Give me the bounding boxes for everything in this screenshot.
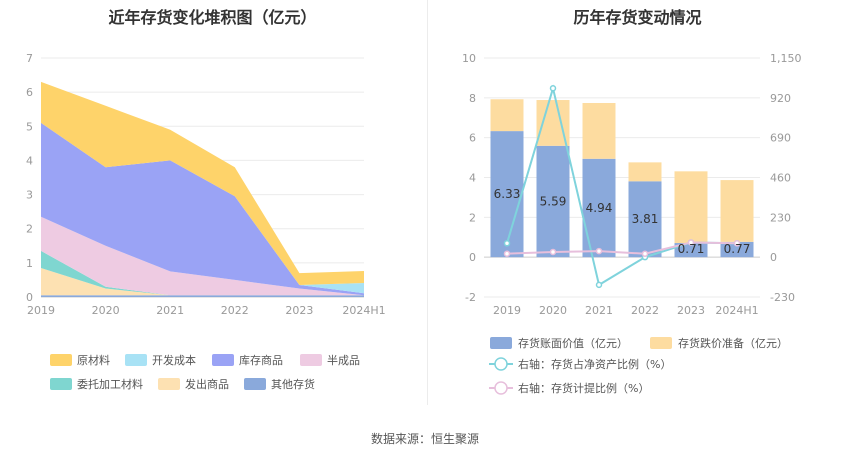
x-tick-label: 2021 bbox=[156, 304, 184, 317]
y2-tick-label: 690 bbox=[770, 132, 791, 145]
line-右轴：存货计提比例（%） bbox=[506, 241, 738, 255]
legend-swatch bbox=[650, 337, 672, 349]
y2-tick-label: 460 bbox=[770, 172, 791, 185]
bar-value-label: 5.59 bbox=[540, 194, 567, 208]
legend-swatch bbox=[244, 378, 266, 390]
legend-swatch bbox=[212, 354, 234, 366]
line-point bbox=[687, 239, 695, 246]
bar-book-value bbox=[720, 241, 754, 258]
bar-value-label: 3.81 bbox=[632, 212, 659, 226]
legend-swatch bbox=[50, 378, 72, 390]
line-point bbox=[733, 240, 741, 247]
y2-tick-label: 920 bbox=[770, 92, 791, 105]
y-tick-label: 5 bbox=[26, 120, 33, 133]
legend-label: 半成品 bbox=[327, 353, 360, 367]
y-tick-label: 4 bbox=[469, 172, 476, 185]
legend-label: 存货跌价准备（亿元） bbox=[678, 336, 788, 350]
legend-marker bbox=[494, 381, 508, 395]
area-半成品 bbox=[41, 216, 364, 296]
legend-label: 右轴：存货计提比例（%） bbox=[518, 381, 649, 395]
y2-tick-label: 230 bbox=[770, 211, 791, 224]
line-point bbox=[549, 248, 557, 256]
x-tick-label: 2019 bbox=[27, 304, 55, 317]
bar-provision bbox=[490, 99, 524, 132]
legend-swatch bbox=[158, 378, 180, 390]
legend-label: 原材料 bbox=[77, 353, 110, 367]
legend-label: 存货账面价值（亿元） bbox=[518, 336, 628, 350]
x-tick-label: 2022 bbox=[631, 304, 659, 317]
y-tick-label: -2 bbox=[465, 291, 476, 304]
legend-label: 委托加工材料 bbox=[77, 377, 143, 391]
area-库存商品 bbox=[41, 122, 364, 296]
area-发出商品 bbox=[41, 267, 364, 296]
x-tick-label: 2023 bbox=[677, 304, 705, 317]
x-tick-label: 2024H1 bbox=[715, 304, 758, 317]
legend-label: 发出商品 bbox=[185, 377, 229, 391]
y-tick-label: 8 bbox=[469, 92, 476, 105]
x-tick-label: 2022 bbox=[221, 304, 249, 317]
bar-book-value bbox=[490, 131, 524, 258]
x-tick-label: 2020 bbox=[92, 304, 120, 317]
y-tick-label: 6 bbox=[469, 132, 476, 145]
legend-label: 库存商品 bbox=[239, 353, 283, 367]
line-point bbox=[595, 281, 603, 289]
bar-value-label: 6.33 bbox=[494, 187, 521, 201]
data-source: 数据来源：恒生聚源 bbox=[370, 432, 479, 446]
legend-marker bbox=[494, 357, 508, 371]
y-tick-label: 6 bbox=[26, 86, 33, 99]
y-tick-label: 3 bbox=[26, 189, 33, 202]
panel-divider bbox=[427, 0, 428, 405]
bar-provision bbox=[674, 171, 708, 244]
y2-tick-label: 1,150 bbox=[770, 52, 802, 65]
bar-book-value bbox=[674, 243, 708, 258]
y2-tick-label: 0 bbox=[770, 251, 777, 264]
bar-provision bbox=[720, 180, 754, 242]
x-tick-label: 2019 bbox=[493, 304, 521, 317]
legend-label: 右轴：存货占净资产比例（%） bbox=[518, 357, 671, 371]
y-tick-label: 4 bbox=[26, 154, 33, 167]
legend-label: 其他存货 bbox=[271, 377, 315, 391]
line-point bbox=[641, 250, 649, 257]
bar-provision bbox=[628, 162, 662, 182]
bar-value-label: 0.77 bbox=[724, 242, 751, 256]
legend-swatch bbox=[50, 354, 72, 366]
legend-swatch bbox=[125, 354, 147, 366]
y-tick-label: 7 bbox=[26, 52, 33, 65]
area-原材料 bbox=[41, 81, 364, 286]
y-tick-label: 1 bbox=[26, 257, 33, 270]
y2-tick-label: -230 bbox=[770, 291, 795, 304]
legend-swatch bbox=[300, 354, 322, 366]
x-tick-label: 2020 bbox=[539, 304, 567, 317]
bar-value-label: 4.94 bbox=[586, 201, 613, 215]
line-point bbox=[595, 247, 603, 255]
y-tick-label: 0 bbox=[469, 251, 476, 264]
x-tick-label: 2023 bbox=[285, 304, 313, 317]
y-tick-label: 10 bbox=[462, 52, 476, 65]
bar-book-value bbox=[628, 181, 662, 258]
left-chart-title: 近年存货变化堆积图（亿元） bbox=[108, 8, 317, 27]
right-chart-title: 历年存货变动情况 bbox=[573, 8, 702, 27]
area-其他存货 bbox=[41, 295, 364, 297]
y-tick-label: 2 bbox=[469, 211, 476, 224]
line-point bbox=[503, 250, 511, 257]
y-tick-label: 0 bbox=[26, 291, 33, 304]
y-tick-label: 2 bbox=[26, 223, 33, 236]
x-tick-label: 2021 bbox=[585, 304, 613, 317]
x-tick-label: 2024H1 bbox=[342, 304, 385, 317]
bar-value-label: 0.71 bbox=[678, 242, 705, 256]
line-point bbox=[549, 85, 557, 92]
bar-book-value bbox=[536, 145, 570, 258]
line-point bbox=[503, 240, 511, 247]
legend-label: 开发成本 bbox=[152, 353, 196, 367]
bar-provision bbox=[582, 103, 616, 159]
legend-swatch bbox=[490, 337, 512, 349]
